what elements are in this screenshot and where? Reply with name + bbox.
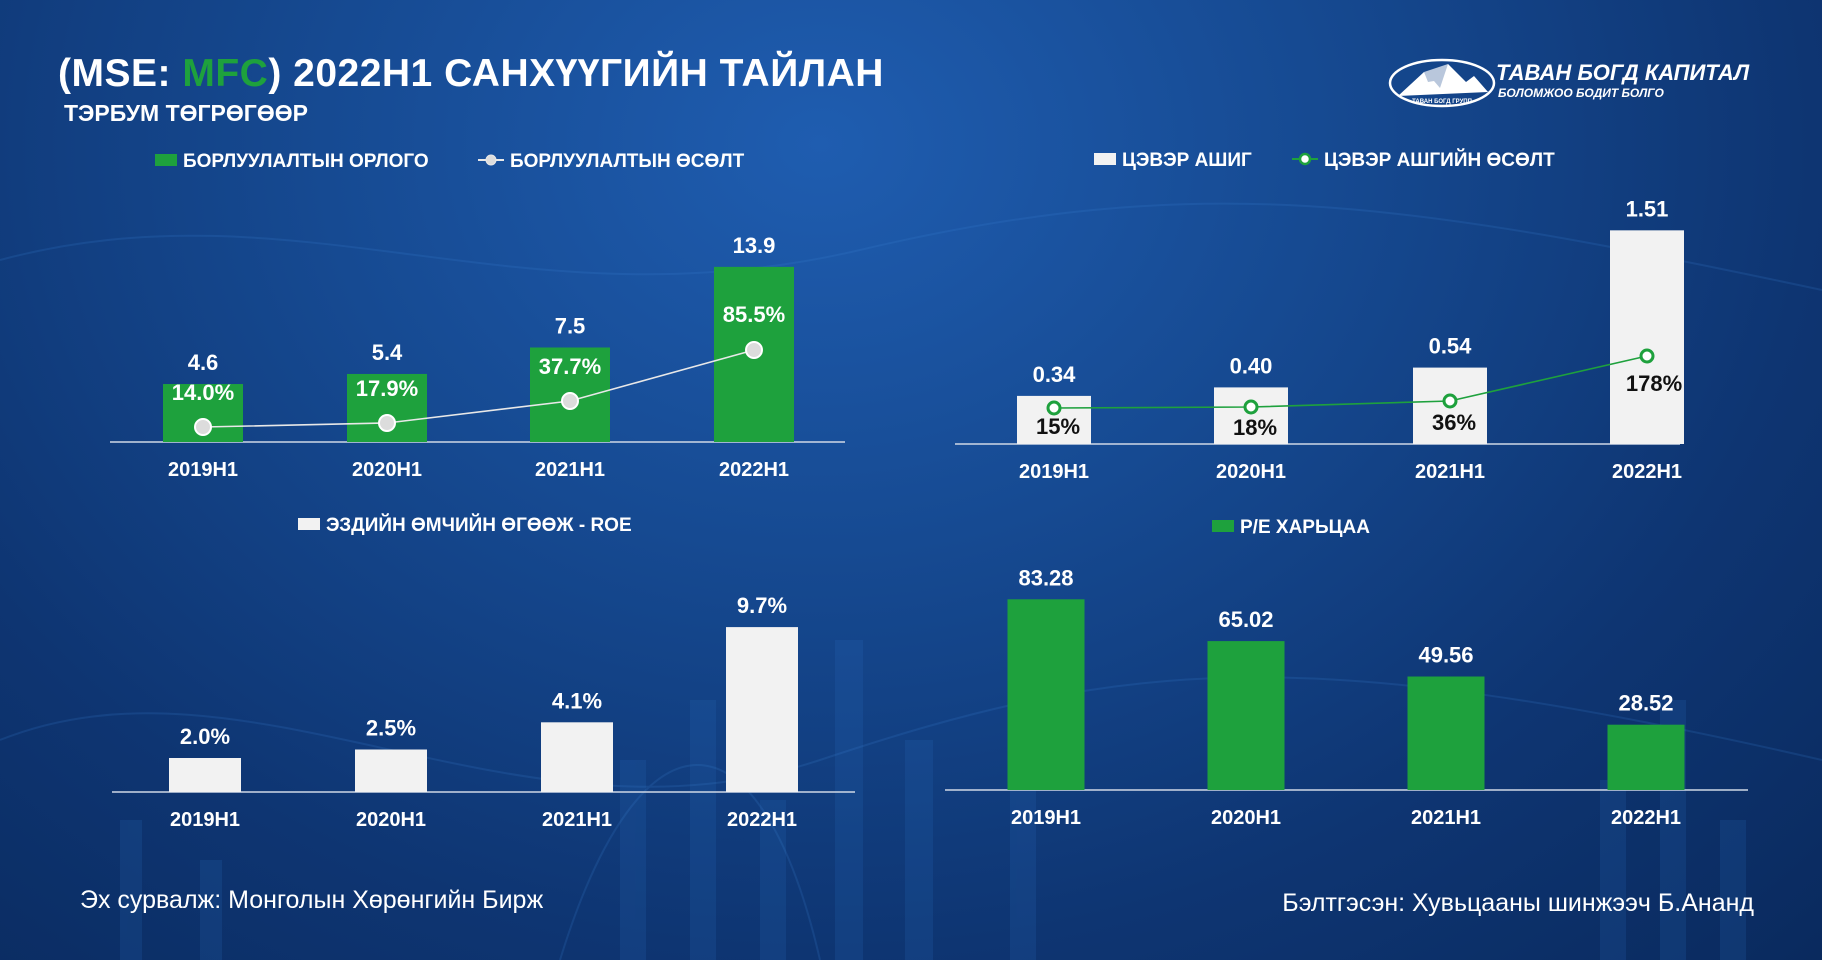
- profit-bar-3: [1610, 230, 1684, 444]
- profit-growth-line: [1053, 355, 1648, 409]
- profit-category-label-1: 2020H1: [1216, 461, 1286, 483]
- pe-legend-swatch-0: [1212, 520, 1234, 532]
- profit-legend-marker-1: [1298, 152, 1312, 166]
- title-suffix: ) 2022H1 САНХҮҮГИЙН ТАЙЛАН: [268, 52, 884, 95]
- sales-category-label-2: 2021H1: [535, 459, 605, 481]
- author-note: Бэлтгэсэн: Хувьцааны шинжээч Б.Ананд: [1282, 889, 1754, 917]
- sales-growth-label-3: 85.5%: [723, 302, 785, 327]
- pe-bar-0: [1007, 599, 1085, 790]
- sales-bar-label-2: 7.5: [555, 314, 586, 339]
- profit-legend-label-1: ЦЭВЭР АШГИЙН ӨСӨЛТ: [1324, 149, 1555, 171]
- roe-bar-label-0: 2.0%: [180, 724, 230, 749]
- sales-legend-label-1: БОРЛУУЛАЛТЫН ӨСӨЛТ: [510, 151, 745, 172]
- pe-category-label-1: 2020H1: [1211, 807, 1281, 829]
- profit-legend-swatch-0: [1094, 153, 1116, 165]
- pe-category-label-0: 2019H1: [1011, 807, 1081, 829]
- profit-growth-point-2: [1442, 393, 1458, 409]
- roe-bar-2: [541, 722, 613, 792]
- roe-legend-swatch-0: [298, 518, 320, 530]
- pe-bar-label-2: 49.56: [1418, 643, 1473, 668]
- sales-growth-point-2: [561, 392, 579, 410]
- roe-bar-1: [355, 749, 427, 792]
- profit-legend-label-0: ЦЭВЭР АШИГ: [1122, 150, 1252, 171]
- roe-bar-0: [169, 758, 241, 792]
- sales-growth-point-3: [745, 341, 763, 359]
- sales-growth-label-2: 37.7%: [539, 354, 601, 379]
- roe-category-label-1: 2020H1: [356, 809, 426, 831]
- sales-growth-label-0: 14.0%: [172, 380, 234, 405]
- roe-category-label-3: 2022H1: [727, 809, 797, 831]
- sales-growth-point-1: [378, 414, 396, 432]
- title-ticker: MFC: [182, 52, 269, 95]
- roe-legend-label-0: ЭЗДИЙН ӨМЧИЙН ӨГӨӨЖ - ROE: [326, 514, 632, 536]
- profit-bar-1: [1214, 387, 1288, 444]
- page-title: (MSE: MFC) 2022H1 САНХҮҮГИЙН ТАЙЛАН: [58, 52, 884, 96]
- profit-growth-point-1: [1243, 399, 1259, 415]
- roe-category-label-0: 2019H1: [170, 809, 240, 831]
- profit-category-label-3: 2022H1: [1612, 461, 1682, 483]
- sales-legend-swatch-0: [155, 154, 177, 166]
- logo-brand: ТАВАН БОГД КАПИТАЛ: [1496, 60, 1750, 85]
- sales-growth-point-0: [194, 418, 212, 436]
- profit-growth-label-3: 178%: [1626, 371, 1682, 396]
- roe-bar-label-3: 9.7%: [737, 593, 787, 618]
- profit-growth-point-3: [1639, 348, 1655, 364]
- logo-tagline: БОЛОМЖОО БОДИТ БОЛГО: [1498, 86, 1664, 100]
- sales-growth-line: [202, 349, 755, 428]
- pe-bar-label-1: 65.02: [1218, 607, 1273, 632]
- svg-text:ТАВАН БОГД ГРУПП: ТАВАН БОГД ГРУПП: [1412, 99, 1472, 105]
- roe-bar-label-1: 2.5%: [366, 716, 416, 741]
- roe-bar-3: [726, 627, 798, 792]
- sales-bar-label-3: 13.9: [733, 233, 776, 258]
- roe-bar-label-2: 4.1%: [552, 688, 602, 713]
- profit-bar-label-2: 0.54: [1429, 334, 1473, 359]
- pe-legend-label-0: P/E ХАРЬЦАА: [1240, 517, 1370, 538]
- source-note: Эх сурвалж: Монголын Хөрөнгийн Бирж: [80, 886, 544, 914]
- profit-bar-label-1: 0.40: [1230, 353, 1273, 378]
- roe-category-label-2: 2021H1: [542, 809, 612, 831]
- sales-growth-label-1: 17.9%: [356, 376, 418, 401]
- profit-growth-label-1: 18%: [1233, 415, 1277, 440]
- profit-growth-label-2: 36%: [1432, 410, 1476, 435]
- page-subtitle: ТЭРБУМ ТӨГРӨГӨӨР: [64, 100, 308, 126]
- profit-growth-point-0: [1046, 400, 1062, 416]
- company-logo: ТАВАН БОГД ГРУПП ТАВАН БОГД КАПИТАЛ БОЛО…: [1388, 56, 1808, 108]
- profit-growth-label-0: 15%: [1036, 414, 1080, 439]
- mountain-logo-icon: ТАВАН БОГД ГРУПП: [1388, 58, 1496, 108]
- pe-category-label-3: 2022H1: [1611, 807, 1681, 829]
- profit-bar-label-3: 1.51: [1626, 196, 1669, 221]
- sales-category-label-0: 2019H1: [168, 459, 238, 481]
- sales-category-label-3: 2022H1: [719, 459, 789, 481]
- sales-bar-label-0: 4.6: [188, 350, 219, 375]
- pe-bar-1: [1207, 641, 1285, 790]
- profit-category-label-0: 2019H1: [1019, 461, 1089, 483]
- pe-category-label-2: 2021H1: [1411, 807, 1481, 829]
- pe-bar-2: [1407, 676, 1485, 790]
- profit-bar-label-0: 0.34: [1033, 362, 1077, 387]
- title-prefix: (MSE:: [58, 52, 183, 95]
- sales-legend-label-0: БОРЛУУЛАЛТЫН ОРЛОГО: [183, 151, 429, 172]
- sales-category-label-1: 2020H1: [352, 459, 422, 481]
- profit-category-label-2: 2021H1: [1415, 461, 1485, 483]
- sales-legend-marker-1: [485, 154, 497, 166]
- sales-bar-label-1: 5.4: [372, 340, 403, 365]
- pe-bar-3: [1607, 724, 1685, 790]
- pe-bar-label-3: 28.52: [1618, 691, 1673, 716]
- pe-bar-label-0: 83.28: [1018, 565, 1073, 590]
